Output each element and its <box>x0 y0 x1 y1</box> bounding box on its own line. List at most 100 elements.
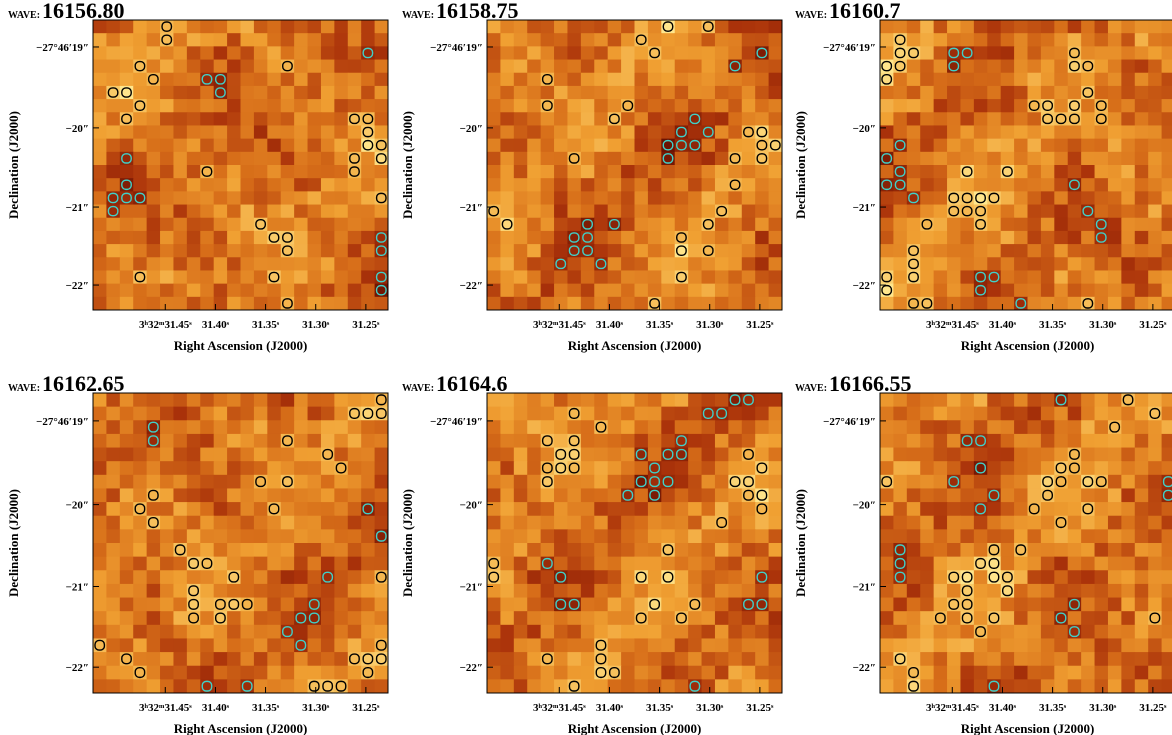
pixel <box>580 679 595 693</box>
pixel <box>160 488 175 503</box>
pixel <box>634 204 649 219</box>
contour <box>729 476 741 488</box>
pixel <box>213 33 228 47</box>
pixel <box>688 393 703 408</box>
pixel <box>146 679 161 693</box>
pixel <box>160 502 175 517</box>
pixel <box>267 529 282 544</box>
pixel <box>728 244 743 258</box>
pixel <box>106 230 121 245</box>
pixel <box>119 611 134 626</box>
contour <box>1042 100 1054 111</box>
pixel <box>1027 652 1042 667</box>
pixel <box>880 515 895 530</box>
pixel <box>893 151 908 166</box>
pixel <box>1000 46 1015 61</box>
pixel <box>647 151 662 166</box>
pixel <box>688 165 703 179</box>
pixel <box>347 433 362 449</box>
pixel <box>1161 296 1172 310</box>
pixel <box>240 393 255 408</box>
pixel <box>1161 624 1172 640</box>
contour <box>756 139 768 151</box>
pixel <box>253 447 268 462</box>
contour <box>488 557 500 569</box>
pixel <box>1027 529 1042 544</box>
y-axis-label: Declination (J2000) <box>400 111 415 219</box>
pixel <box>320 244 335 258</box>
pixel <box>267 461 282 476</box>
pixel <box>647 406 662 421</box>
pixel <box>621 665 636 680</box>
pixel <box>714 679 729 693</box>
pixel <box>973 46 988 61</box>
pixel <box>160 257 175 272</box>
pixel <box>527 502 542 517</box>
pixel <box>755 556 770 571</box>
pixel <box>106 461 121 476</box>
pixel <box>347 125 362 140</box>
pixel <box>701 556 716 571</box>
pixel <box>594 570 609 585</box>
pixel <box>160 270 175 285</box>
contour <box>1015 544 1027 556</box>
pixel <box>647 138 662 153</box>
pixel <box>1161 570 1172 585</box>
pixel <box>1094 638 1109 653</box>
pixel <box>1014 59 1029 74</box>
pixel <box>880 204 895 219</box>
pixel <box>741 99 756 113</box>
pixel <box>580 502 595 517</box>
contour <box>568 435 580 447</box>
contour <box>948 205 960 217</box>
pixel <box>320 33 335 47</box>
pixel <box>880 543 895 558</box>
contour <box>555 448 567 460</box>
pixel <box>173 125 188 140</box>
pixel <box>1027 138 1042 153</box>
pixel <box>253 296 268 310</box>
pixel <box>160 543 175 558</box>
pixel <box>227 33 242 47</box>
pixel <box>267 85 282 100</box>
pixel <box>688 543 703 558</box>
pixel <box>227 406 242 421</box>
pixel <box>160 99 175 113</box>
pixel <box>933 72 948 87</box>
pixel <box>1134 191 1149 206</box>
pixel <box>527 72 542 87</box>
pixel <box>186 151 201 166</box>
pixel <box>347 296 362 310</box>
pixel <box>1014 624 1029 640</box>
pixel <box>240 33 255 47</box>
contour <box>975 557 986 569</box>
pixel <box>173 283 188 298</box>
pixel <box>880 217 895 232</box>
y-axis-label: Declination (J2000) <box>6 111 21 219</box>
pixel <box>347 283 362 298</box>
pixel <box>294 296 309 310</box>
pixel <box>294 125 309 140</box>
pixel <box>527 217 542 232</box>
pixel <box>728 597 743 612</box>
pixel <box>1040 46 1055 61</box>
pixel <box>1000 652 1015 667</box>
pixel <box>487 597 502 612</box>
contour <box>756 598 768 610</box>
pixel <box>146 112 161 127</box>
pixel <box>173 72 188 87</box>
pixel <box>500 204 515 219</box>
pixel <box>906 20 921 34</box>
pixel <box>307 433 322 449</box>
pixel <box>893 296 908 310</box>
pixel <box>920 59 935 74</box>
pixel <box>1094 488 1109 503</box>
pixel <box>334 46 349 61</box>
pixel <box>920 652 935 667</box>
pixel <box>240 59 255 74</box>
pixel <box>987 204 1002 219</box>
pixel <box>906 583 921 599</box>
pixel <box>173 99 188 113</box>
pixel <box>1040 257 1055 272</box>
